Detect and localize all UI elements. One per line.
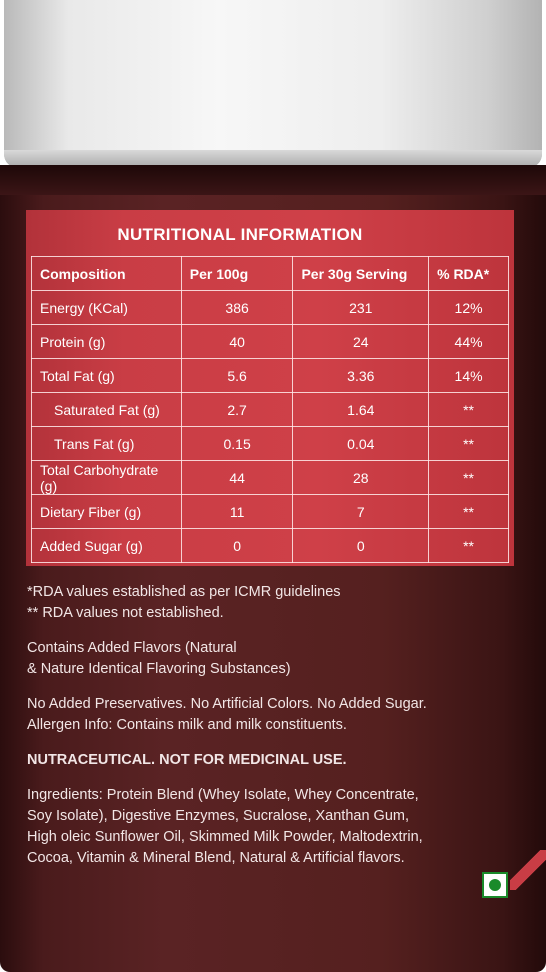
row-per-30g: 3.36 [292,358,430,393]
row-name: Trans Fat (g) [31,426,182,461]
header-rda: % RDA* [428,256,509,291]
header-per-100g: Per 100g [180,256,294,291]
table-row: Protein (g) 40 24 44% [31,324,509,359]
table-header-row: Composition Per 100g Per 30g Serving % R… [31,256,509,291]
table-row: Saturated Fat (g) 2.7 1.64 ** [31,392,509,427]
row-rda: 44% [428,324,509,359]
row-name: Energy (KCal) [31,290,182,325]
row-per-30g: 24 [292,324,430,359]
row-name: Saturated Fat (g) [31,392,182,427]
row-rda: ** [428,528,509,563]
flavors-note-1: Contains Added Flavors (Natural [27,640,237,656]
row-rda: ** [428,392,509,427]
ingredients-line-2: Soy Isolate), Digestive Enzymes, Sucralo… [27,808,410,824]
table-row: Trans Fat (g) 0.15 0.04 ** [31,426,509,461]
decorative-stripe [510,850,546,890]
ingredients-line-3: High oleic Sunflower Oil, Skimmed Milk P… [27,829,423,845]
veg-mark-icon [482,872,508,898]
table-row: Dietary Fiber (g) 11 7 ** [31,494,509,529]
table-row: Energy (KCal) 386 231 12% [31,290,509,325]
row-rda: ** [428,426,509,461]
row-rda: 12% [428,290,509,325]
row-name: Added Sugar (g) [31,528,182,563]
row-per-30g: 0 [292,528,430,563]
row-name: Protein (g) [31,324,182,359]
row-per-100g: 40 [180,324,294,359]
row-name: Total Carbohydrate (g) [31,460,182,495]
row-per-30g: 7 [292,494,430,529]
no-added-note: No Added Preservatives. No Artificial Co… [27,696,427,712]
allergen-note: Allergen Info: Contains milk and milk co… [27,717,347,733]
table-row: Added Sugar (g) 0 0 ** [31,528,509,563]
ingredients-line-4: Cocoa, Vitamin & Mineral Blend, Natural … [27,850,405,866]
row-per-30g: 0.04 [292,426,430,461]
table-row: Total Carbohydrate (g) 44 28 ** [31,460,509,495]
nutrition-title: NUTRITIONAL INFORMATION [117,225,363,244]
row-per-100g: 2.7 [180,392,294,427]
nutrition-table: Composition Per 100g Per 30g Serving % R… [31,256,509,563]
row-rda: 14% [428,358,509,393]
row-per-100g: 386 [180,290,294,325]
ingredients-line-1: Ingredients: Protein Blend (Whey Isolate… [27,787,419,803]
row-rda: ** [428,460,509,495]
row-rda: ** [428,494,509,529]
row-name: Dietary Fiber (g) [31,494,182,529]
row-per-30g: 28 [292,460,430,495]
row-name: Total Fat (g) [31,358,182,393]
flavors-note-2: & Nature Identical Flavoring Substances) [27,661,291,677]
label-notes: *RDA values established as per ICMR guid… [27,582,517,869]
row-per-100g: 5.6 [180,358,294,393]
row-per-100g: 0.15 [180,426,294,461]
row-per-100g: 0 [180,528,294,563]
nutraceutical-note: NUTRACEUTICAL. NOT FOR MEDICINAL USE. [27,752,347,768]
header-per-30g: Per 30g Serving [292,256,430,291]
row-per-100g: 11 [180,494,294,529]
jar-lid-rim [4,150,542,168]
table-row: Total Fat (g) 5.6 3.36 14% [31,358,509,393]
jar-neck-shadow [0,165,546,195]
rda-note-2: ** RDA values not established. [27,605,224,621]
header-composition: Composition [31,256,182,291]
row-per-30g: 1.64 [292,392,430,427]
row-per-100g: 44 [180,460,294,495]
row-per-30g: 231 [292,290,430,325]
rda-note-1: *RDA values established as per ICMR guid… [27,584,341,600]
jar-lid [4,0,542,168]
